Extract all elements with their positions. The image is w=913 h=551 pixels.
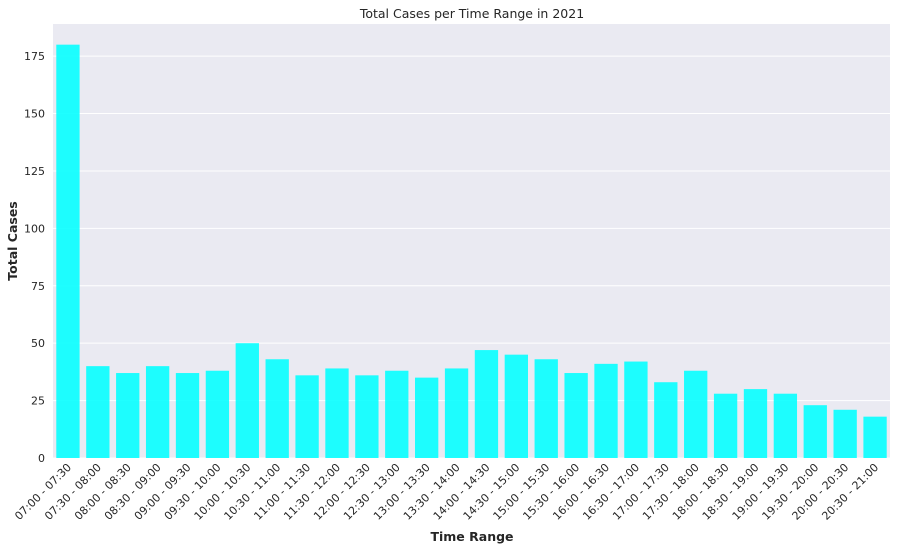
bar: [624, 361, 648, 458]
bar: [385, 370, 409, 458]
y-axis-label: Total Cases: [5, 201, 20, 280]
bar: [773, 393, 798, 458]
y-tick-label: 100: [24, 222, 45, 235]
bar: [205, 370, 230, 458]
y-tick-label: 50: [31, 337, 45, 350]
bar: [415, 377, 439, 458]
bar: [594, 363, 618, 458]
y-tick-labels: 0 25 50 75 100 125 150 175: [24, 50, 45, 465]
bar: [145, 366, 170, 458]
x-axis-label: Time Range: [430, 529, 513, 544]
bars: [56, 44, 887, 459]
chart-title: Total Cases per Time Range in 2021: [359, 6, 584, 21]
y-tick-label: 150: [24, 108, 45, 121]
y-tick-label: 25: [31, 395, 45, 408]
bar: [325, 368, 349, 458]
bar: [175, 373, 200, 458]
bar: [684, 370, 708, 458]
bar: [713, 393, 738, 458]
bar: [265, 359, 289, 458]
y-tick-label: 75: [31, 280, 45, 293]
bar: [863, 416, 887, 458]
bar: [474, 350, 499, 458]
bar: [654, 382, 678, 458]
y-tick-label: 175: [24, 50, 45, 63]
bar: [86, 366, 110, 458]
bar: [295, 375, 319, 458]
bar: [355, 375, 379, 458]
bar: [444, 368, 469, 458]
bar: [235, 343, 259, 458]
bar: [564, 373, 588, 458]
bar: [116, 373, 140, 458]
bar: [833, 409, 857, 458]
bar: [504, 354, 528, 458]
bar: [743, 389, 768, 458]
bar: [803, 405, 827, 458]
y-tick-label: 125: [24, 165, 45, 178]
y-tick-label: 0: [38, 452, 45, 465]
bar: [56, 44, 80, 459]
bar: [534, 359, 558, 458]
